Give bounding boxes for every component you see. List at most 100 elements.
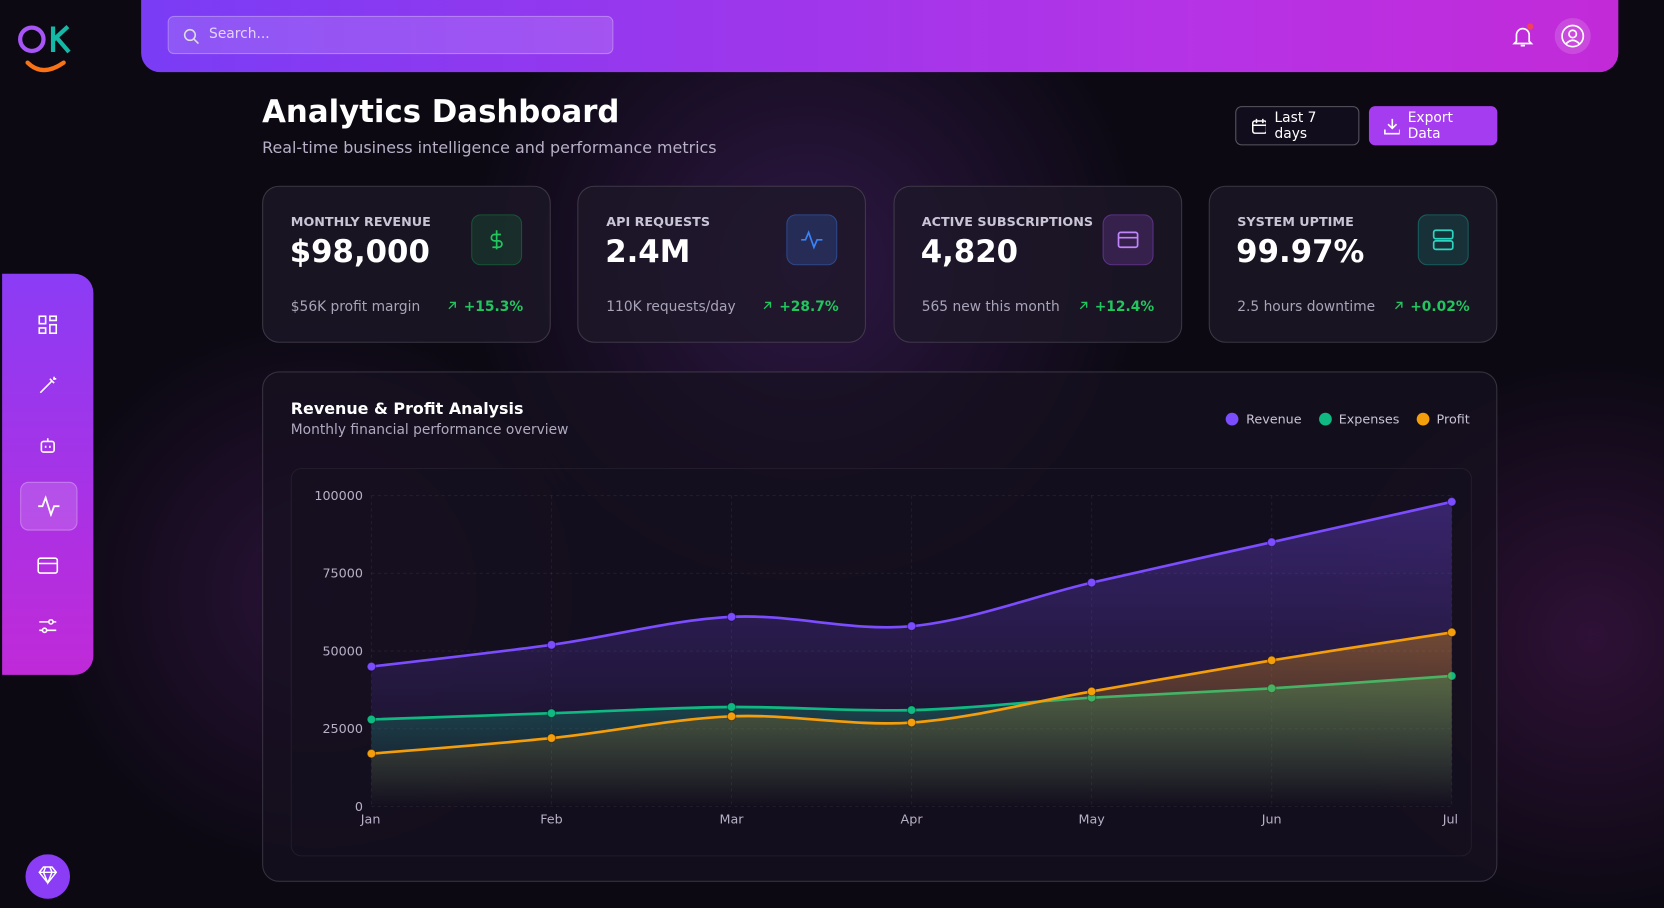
date-range-button[interactable]: Last 7 days xyxy=(1235,106,1360,146)
trend-icon xyxy=(448,301,456,310)
legend-swatch xyxy=(1318,412,1332,426)
data-point xyxy=(1086,686,1097,697)
data-point xyxy=(1446,627,1457,638)
date-range-label: Last 7 days xyxy=(1274,109,1317,142)
stat-change: +28.7% xyxy=(779,299,839,316)
stat-card: ACTIVE SUBSCRIPTIONS 4,820 565 new this mo… xyxy=(893,185,1182,343)
stat-note: 565 new this month xyxy=(921,299,1060,316)
logo xyxy=(18,24,71,73)
stat-value: 99.97% xyxy=(1236,233,1365,270)
data-point xyxy=(1266,655,1277,666)
y-tick-label: 75000 xyxy=(322,567,362,582)
data-point xyxy=(726,612,737,622)
nav-settings[interactable] xyxy=(20,603,75,650)
nav-analytics[interactable] xyxy=(20,481,78,531)
nav-magic[interactable] xyxy=(20,362,75,409)
legend-swatch xyxy=(1225,412,1239,426)
y-tick-label: 0 xyxy=(355,800,363,815)
y-tick-label: 50000 xyxy=(322,644,362,659)
data-point xyxy=(1266,537,1277,547)
data-point xyxy=(546,733,557,743)
icon xyxy=(490,230,503,250)
stat-label: ACTIVE SUBSCRIPTIONS xyxy=(921,214,1094,230)
legend-label: Expenses xyxy=(1338,411,1400,427)
legend-item: Revenue xyxy=(1225,411,1302,427)
legend-item: Expenses xyxy=(1318,411,1400,427)
stat-icon xyxy=(786,214,838,266)
data-point xyxy=(1086,577,1097,588)
nav-bot[interactable] xyxy=(20,422,75,469)
x-tick-label: Feb xyxy=(540,812,563,827)
stat-change-wrap: +28.7% xyxy=(762,299,839,316)
legend-label: Revenue xyxy=(1246,411,1302,427)
stat-change: +15.3% xyxy=(463,299,524,316)
data-point xyxy=(1446,497,1457,507)
stat-change: +0.02% xyxy=(1410,299,1470,316)
stat-change-wrap: +15.3% xyxy=(447,299,523,315)
sidebar xyxy=(2,273,94,675)
top-bar: Search... xyxy=(141,0,1619,73)
search-box[interactable]: Search... xyxy=(167,15,614,55)
trend-icon xyxy=(1079,301,1087,310)
stat-icon xyxy=(471,214,523,266)
icon xyxy=(1117,231,1139,249)
stat-label: SYSTEM UPTIME xyxy=(1237,214,1354,230)
x-tick-label: Mar xyxy=(720,812,745,827)
trend-icon xyxy=(763,301,772,310)
chart: 0 25000 50000 75000 100000 Jan Feb Mar Apr May Jun… xyxy=(314,489,1458,828)
data-point xyxy=(366,748,377,759)
export-button[interactable]: Export Data xyxy=(1368,106,1498,146)
chart-card: Revenue & Profit Analysis Monthly financ… xyxy=(262,371,1498,882)
legend-label: Profit xyxy=(1436,411,1470,427)
page-title: Analytics Dashboard xyxy=(262,93,620,130)
stat-change: +12.4% xyxy=(1094,299,1155,316)
data-point xyxy=(366,661,377,672)
premium-button[interactable] xyxy=(25,854,71,899)
data-point xyxy=(906,717,917,728)
x-tick-label: Apr xyxy=(901,812,924,827)
stat-change-wrap: +0.02% xyxy=(1393,299,1470,316)
stat-icon xyxy=(1102,214,1154,266)
data-point xyxy=(726,711,737,722)
legend-swatch xyxy=(1416,412,1430,426)
chart-title: Revenue & Profit Analysis xyxy=(290,399,524,419)
profile-button[interactable] xyxy=(1554,17,1592,55)
data-point xyxy=(546,640,557,650)
stat-label: API REQUESTS xyxy=(606,214,711,230)
data-point xyxy=(546,708,557,719)
nav-dashboard[interactable] xyxy=(20,301,75,348)
x-tick-label: Jul xyxy=(1442,812,1458,827)
search-placeholder: Search... xyxy=(209,26,270,43)
x-tick-label: Jun xyxy=(1261,812,1282,827)
legend-item: Profit xyxy=(1416,411,1470,427)
stat-label: MONTHLY REVENUE xyxy=(290,214,431,230)
stat-note: 110K requests/day xyxy=(606,299,736,316)
stat-change-wrap: +12.4% xyxy=(1078,299,1154,315)
stat-value: 4,820 xyxy=(920,233,1019,270)
x-tick-label: May xyxy=(1078,812,1105,827)
plot-frame: 0 25000 50000 75000 100000 Jan Feb Mar Apr May Jun… xyxy=(290,467,1472,857)
x-tick-label: Jan xyxy=(360,812,381,827)
data-point xyxy=(906,705,917,715)
y-tick-label: 100000 xyxy=(314,489,363,504)
search-icon xyxy=(183,28,200,45)
data-point xyxy=(726,702,737,712)
stat-value: $98,000 xyxy=(289,233,430,270)
y-tick-label: 25000 xyxy=(322,722,362,737)
icon xyxy=(1432,229,1454,251)
data-point xyxy=(906,621,917,631)
stat-note: $56K profit margin xyxy=(290,299,421,316)
chart-subtitle: Monthly financial performance overview xyxy=(290,422,569,439)
stat-card: MONTHLY REVENUE $98,000 $56K profit margin… xyxy=(262,185,551,343)
trend-icon xyxy=(1394,301,1403,310)
export-label: Export Data xyxy=(1407,109,1453,142)
data-point xyxy=(366,714,377,725)
notification-button[interactable] xyxy=(1510,23,1535,48)
legend: Revenue Expenses Profit xyxy=(1225,411,1470,427)
stat-value: 2.4M xyxy=(605,233,691,270)
stat-icon xyxy=(1417,214,1469,266)
stat-card: SYSTEM UPTIME 99.97% 2.5 hours downtime +0.… xyxy=(1208,185,1498,343)
nav-billing[interactable] xyxy=(20,542,75,589)
